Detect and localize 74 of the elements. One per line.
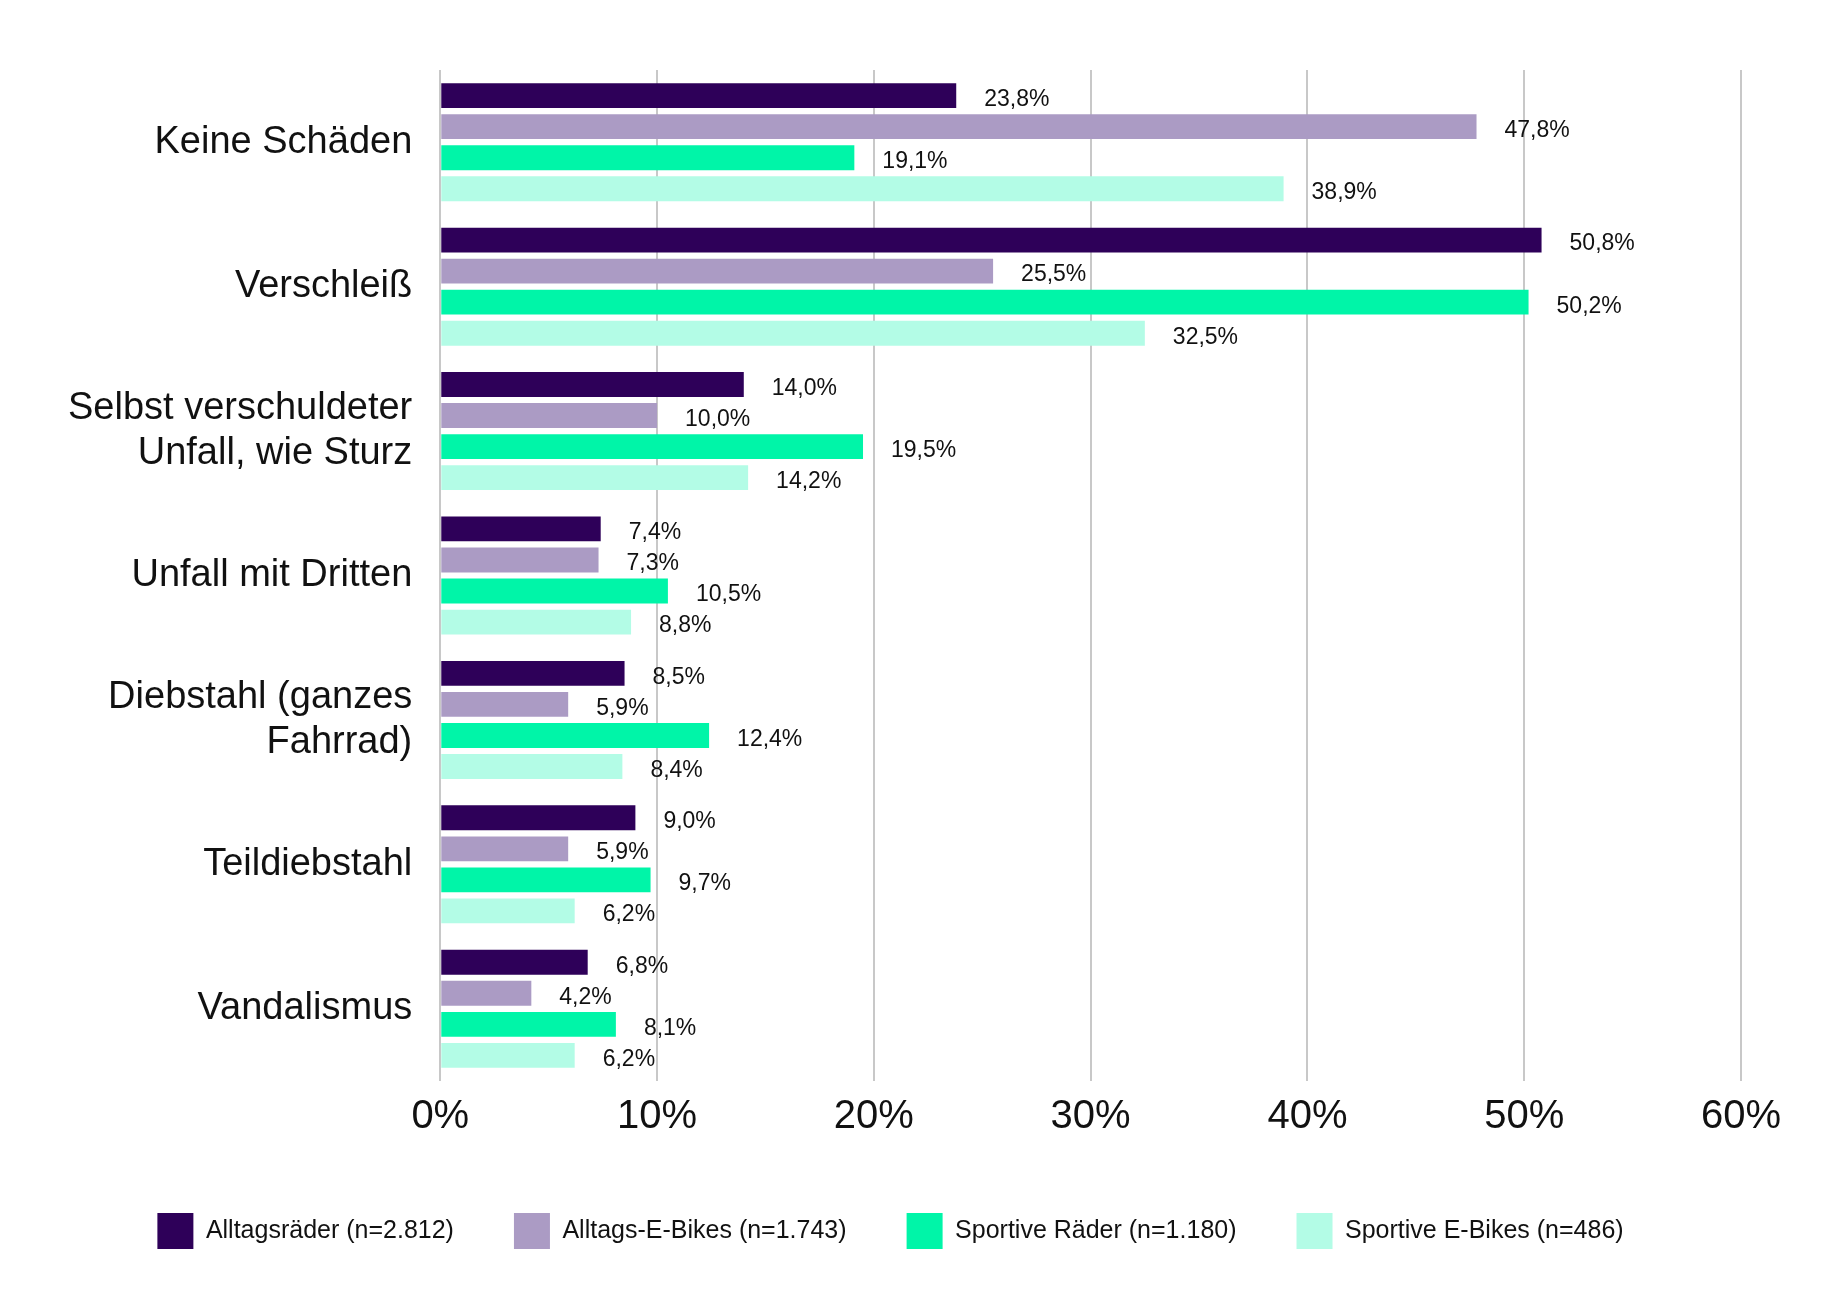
bar <box>441 145 855 171</box>
bar <box>441 723 710 748</box>
bar <box>441 547 599 573</box>
data-label: 8,1% <box>643 1013 697 1040</box>
y-tick-label: Vandalismus <box>197 985 413 1028</box>
data-label: 14,0% <box>771 373 837 400</box>
data-label: 32,5% <box>1172 322 1239 349</box>
bar <box>441 898 575 924</box>
x-tick-label: 10% <box>617 1092 698 1137</box>
data-label: 14,2% <box>776 466 842 493</box>
data-label: 10,0% <box>685 404 751 431</box>
bar <box>441 372 744 397</box>
bar <box>441 516 601 542</box>
data-label: 50,8% <box>1569 229 1635 256</box>
x-tick-label: 40% <box>1267 1092 1348 1137</box>
bar <box>441 258 994 284</box>
bar <box>441 836 569 862</box>
data-label: 12,4% <box>737 724 803 751</box>
legend-label: Alltags-E-Bikes (n=1.743) <box>562 1214 847 1243</box>
data-label: 9,7% <box>678 869 731 896</box>
data-label: 19,1% <box>882 147 948 174</box>
bar <box>441 434 864 460</box>
bar <box>441 980 532 1006</box>
bar <box>441 176 1284 202</box>
bar <box>441 949 588 975</box>
x-tick-label: 50% <box>1484 1092 1565 1137</box>
y-tick-label: Unfall mit Dritten <box>131 551 413 594</box>
bar <box>441 1042 575 1068</box>
data-label: 5,9% <box>596 693 649 720</box>
bar <box>441 320 1145 346</box>
data-label: 23,8% <box>984 84 1050 111</box>
data-label: 8,4% <box>650 755 703 782</box>
bar <box>441 227 1542 253</box>
bar <box>441 578 668 604</box>
data-label: 6,8% <box>615 951 669 978</box>
data-label: 19,5% <box>891 435 957 462</box>
legend-label: Sportive E-Bikes (n=486) <box>1345 1214 1624 1243</box>
y-tick-label: Verschleiß <box>234 263 413 306</box>
bar <box>441 609 632 635</box>
bar <box>441 1011 616 1037</box>
data-label: 8,5% <box>652 662 705 689</box>
y-tick-label: Teildiebstahl <box>203 840 413 883</box>
x-tick-label: 0% <box>411 1092 470 1137</box>
x-tick-label: 20% <box>833 1092 914 1137</box>
y-tick-label: Diebstahl (ganzes Fahrrad) <box>108 673 413 762</box>
data-label: 6,2% <box>602 1044 656 1071</box>
bar <box>441 83 957 109</box>
y-tick-label: Selbst verschuldeter Unfall, wie Sturz <box>67 384 413 473</box>
bar <box>441 754 623 779</box>
x-tick-label: 30% <box>1050 1092 1131 1137</box>
bar <box>441 114 1477 140</box>
data-label: 9,0% <box>663 807 716 834</box>
data-label: 10,5% <box>695 580 762 607</box>
data-label: 38,9% <box>1311 178 1377 205</box>
data-label: 6,2% <box>602 900 656 927</box>
bar <box>441 691 569 717</box>
bar <box>441 867 651 893</box>
bar <box>441 289 1529 315</box>
data-label: 50,2% <box>1556 291 1622 318</box>
data-label: 8,8% <box>659 611 712 638</box>
legend-label: Sportive Räder (n=1.180) <box>955 1214 1237 1243</box>
legend-label: Alltagsräder (n=2.812) <box>205 1214 454 1243</box>
bar <box>441 403 658 428</box>
data-label: 7,3% <box>626 549 679 576</box>
bar <box>441 465 749 491</box>
data-label: 4,2% <box>559 982 612 1009</box>
data-label: 47,8% <box>1504 116 1570 143</box>
bar <box>441 805 636 831</box>
bar <box>441 660 625 686</box>
y-tick-label: Keine Schäden <box>154 118 413 161</box>
data-label: 5,9% <box>596 838 649 865</box>
x-tick-label: 60% <box>1700 1092 1782 1137</box>
data-label: 7,4% <box>628 518 682 545</box>
data-label: 25,5% <box>1021 260 1087 287</box>
